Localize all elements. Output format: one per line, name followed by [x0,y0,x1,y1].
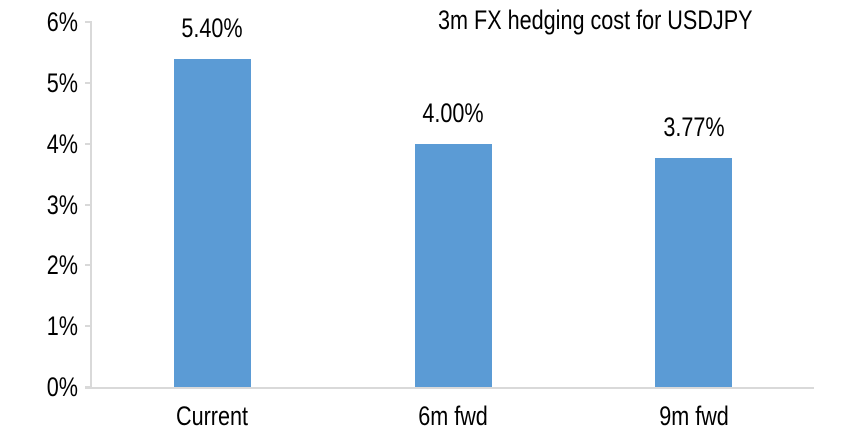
y-axis-tick [85,203,92,206]
y-axis-tick [85,142,92,145]
y-axis-label: 4% [46,128,78,159]
y-axis-label: 2% [46,250,78,281]
x-axis-line [85,387,814,389]
y-axis-label: 1% [46,311,78,342]
bar [173,58,251,387]
y-axis-tick [85,386,92,388]
bar-value-label: 5.40% [181,12,243,43]
x-axis-label: Current [176,401,249,431]
y-axis-label: 3% [46,189,78,220]
bar-value-label: 3.77% [663,111,725,142]
y-axis-tick [85,325,92,328]
y-axis-tick [85,21,92,23]
y-axis-label: 6% [46,7,78,37]
y-axis-tick [85,264,92,267]
y-axis-line [90,22,92,389]
y-axis-label: 5% [46,67,78,98]
bar [414,143,492,387]
x-axis-label: 6m fwd [418,401,488,431]
bar-value-label: 4.00% [422,97,484,128]
bar [655,157,733,387]
y-axis-label: 0% [46,372,78,402]
y-axis-tick [85,81,92,84]
chart-title: 3m FX hedging cost for USDJPY [438,5,753,35]
x-axis-label: 9m fwd [658,401,729,431]
